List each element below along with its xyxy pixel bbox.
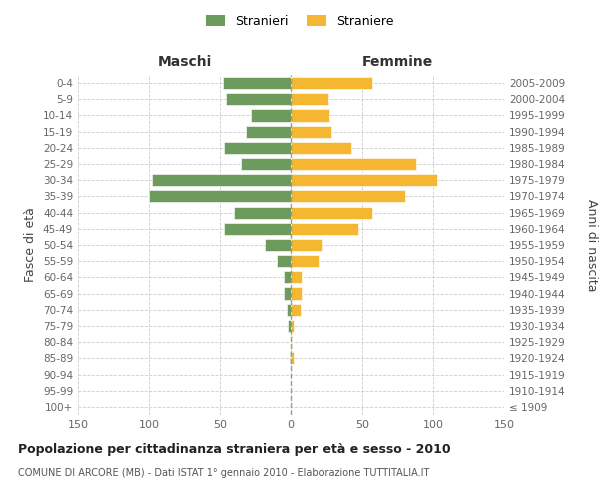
Bar (234, 206, 291, 218)
Bar (291, 239, 322, 251)
Text: COMUNE DI ARCORE (MB) - Dati ISTAT 1° gennaio 2010 - Elaborazione TUTTITALIA.IT: COMUNE DI ARCORE (MB) - Dati ISTAT 1° ge… (18, 468, 430, 477)
Bar (291, 174, 437, 186)
Bar (152, 174, 291, 186)
Bar (291, 304, 301, 316)
Bar (224, 142, 291, 154)
Bar (291, 320, 294, 332)
Bar (291, 77, 372, 89)
Bar (284, 288, 291, 300)
Bar (291, 336, 292, 348)
Bar (245, 126, 291, 138)
Bar (291, 158, 416, 170)
Bar (291, 190, 404, 202)
Bar (291, 142, 350, 154)
Bar (288, 320, 291, 332)
Bar (291, 93, 328, 106)
Bar (287, 304, 291, 316)
Text: Femmine: Femmine (362, 54, 433, 68)
Bar (291, 222, 358, 235)
Text: Popolazione per cittadinanza straniera per età e sesso - 2010: Popolazione per cittadinanza straniera p… (18, 442, 451, 456)
Bar (291, 126, 331, 138)
Bar (223, 77, 291, 89)
Bar (224, 222, 291, 235)
Bar (251, 110, 291, 122)
Bar (241, 158, 291, 170)
Bar (284, 272, 291, 283)
Bar (291, 110, 329, 122)
Bar (277, 255, 291, 268)
Bar (291, 352, 294, 364)
Bar (291, 288, 302, 300)
Bar (149, 190, 291, 202)
Bar (290, 352, 291, 364)
Bar (291, 255, 319, 268)
Y-axis label: Anni di nascita: Anni di nascita (585, 198, 598, 291)
Y-axis label: Fasce di età: Fasce di età (25, 208, 37, 282)
Bar (265, 239, 291, 251)
Bar (291, 272, 302, 283)
Bar (291, 206, 372, 218)
Bar (226, 93, 291, 106)
Legend: Stranieri, Straniere: Stranieri, Straniere (203, 11, 397, 32)
Text: Maschi: Maschi (157, 54, 212, 68)
